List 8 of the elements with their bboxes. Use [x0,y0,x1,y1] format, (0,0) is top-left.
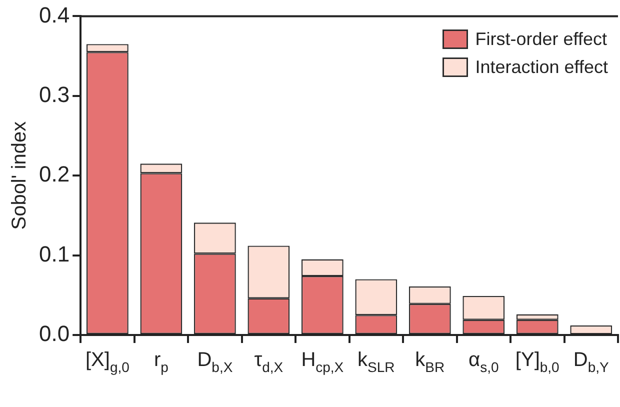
y-tick-label: 0.1 [38,241,70,266]
legend-label: Interaction effect [475,57,608,78]
text: 0.0 [38,321,70,346]
y-axis-title: Sobol' index [8,121,31,230]
y-tick-label: 0.3 [38,82,70,107]
y-tick-label: 0.4 [38,2,70,28]
y-tick-label: 0.2 [38,162,70,187]
legend-label: First-order effect [475,29,607,50]
